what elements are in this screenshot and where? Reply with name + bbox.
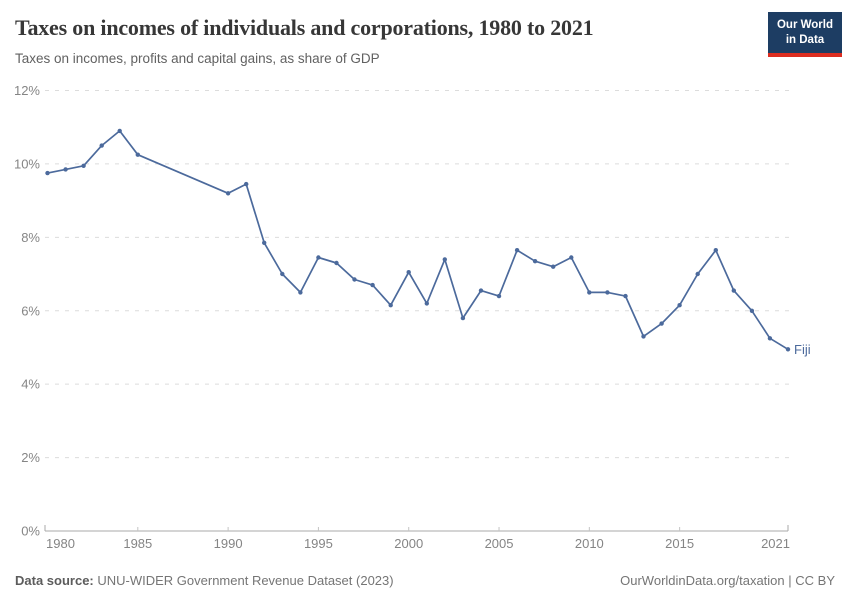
- data-point-fiji-2015[interactable]: [677, 303, 682, 308]
- data-point-fiji-1990[interactable]: [225, 191, 231, 196]
- data-point-fiji-2009[interactable]: [569, 255, 574, 260]
- data-point-fiji-2020[interactable]: [767, 336, 773, 341]
- y-axis-label-8pct: 8%: [21, 230, 40, 245]
- owid-logo-redbar: [768, 52, 842, 57]
- x-axis-label-2000: 2000: [394, 536, 423, 551]
- data-source-label: Data source:: [15, 573, 94, 588]
- data-point-fiji-2004[interactable]: [478, 288, 484, 293]
- data-point-fiji-1980[interactable]: [45, 170, 50, 176]
- y-axis-label-2pct: 2%: [21, 450, 40, 465]
- data-point-fiji-2000[interactable]: [406, 270, 411, 275]
- data-point-fiji-2011[interactable]: [605, 290, 610, 295]
- chart-subtitle: Taxes on incomes, profits and capital ga…: [15, 51, 380, 66]
- data-point-fiji-1982[interactable]: [81, 163, 86, 168]
- credit-line: OurWorldinData.org/taxation | CC BY: [620, 573, 835, 588]
- x-axis-label-2005: 2005: [485, 536, 514, 551]
- data-point-fiji-1984[interactable]: [117, 128, 122, 134]
- chart-footer: Data source: UNU-WIDER Government Revenu…: [15, 573, 835, 588]
- data-point-fiji-2014[interactable]: [659, 321, 664, 326]
- x-axis-label-2021: 2021: [761, 536, 790, 551]
- data-source-text: UNU-WIDER Government Revenue Dataset (20…: [93, 573, 394, 588]
- data-point-fiji-2007[interactable]: [532, 259, 538, 264]
- y-axis-label-0pct: 0%: [21, 524, 40, 539]
- data-point-fiji-1997[interactable]: [352, 277, 357, 282]
- data-point-fiji-1994[interactable]: [298, 290, 303, 295]
- data-point-fiji-2019[interactable]: [749, 308, 755, 313]
- x-axis-label-1980: 1980: [46, 536, 75, 551]
- data-point-fiji-2018[interactable]: [731, 288, 736, 293]
- data-point-fiji-1991[interactable]: [244, 181, 249, 187]
- x-axis-label-2010: 2010: [575, 536, 604, 551]
- data-point-fiji-1985[interactable]: [135, 152, 140, 157]
- data-point-fiji-2005[interactable]: [496, 293, 502, 299]
- owid-logo[interactable]: Our World in Data: [768, 12, 842, 57]
- credit-suffix: | CC BY: [784, 573, 835, 588]
- chart-title: Taxes on incomes of individuals and corp…: [15, 15, 594, 40]
- data-point-fiji-2017[interactable]: [713, 248, 718, 253]
- data-point-fiji-1992[interactable]: [262, 240, 267, 245]
- y-axis-label-10pct: 10%: [14, 156, 40, 171]
- data-point-fiji-1981[interactable]: [63, 167, 68, 172]
- owid-logo-line1: Our World: [776, 19, 833, 31]
- data-line-fiji[interactable]: [46, 130, 789, 351]
- x-axis-label-1985: 1985: [123, 536, 152, 551]
- data-point-fiji-2016[interactable]: [695, 271, 700, 277]
- data-point-fiji-1998[interactable]: [370, 282, 375, 288]
- data-point-fiji-1993[interactable]: [280, 271, 285, 277]
- data-point-fiji-1996[interactable]: [334, 260, 339, 266]
- owid-logo-text: Our World in Data: [768, 12, 842, 53]
- y-axis-label-12pct: 12%: [14, 83, 40, 98]
- data-point-fiji-1983[interactable]: [99, 143, 104, 148]
- data-point-fiji-2013[interactable]: [641, 334, 646, 339]
- x-axis-label-2015: 2015: [665, 536, 694, 551]
- data-point-fiji-2006[interactable]: [514, 248, 520, 253]
- data-point-fiji-2002[interactable]: [442, 257, 447, 262]
- x-axis-label-1995: 1995: [304, 536, 333, 551]
- data-point-fiji-2012[interactable]: [623, 293, 628, 299]
- y-axis-label-4pct: 4%: [21, 377, 40, 392]
- x-axis-label-1990: 1990: [214, 536, 243, 551]
- owid-logo-line2: in Data: [785, 33, 825, 46]
- data-point-fiji-2008[interactable]: [551, 264, 556, 269]
- data-point-fiji-2021[interactable]: [785, 347, 791, 352]
- data-point-fiji-2010[interactable]: [587, 290, 592, 295]
- y-axis-label-6pct: 6%: [21, 303, 40, 318]
- series-label-fiji[interactable]: Fiji: [794, 342, 811, 357]
- data-point-fiji-2003[interactable]: [460, 315, 466, 321]
- data-point-fiji-1995[interactable]: [316, 255, 321, 260]
- data-point-fiji-2001[interactable]: [424, 301, 429, 306]
- data-point-fiji-1999[interactable]: [388, 303, 393, 308]
- credit-link[interactable]: OurWorldinData.org/taxation: [620, 573, 785, 588]
